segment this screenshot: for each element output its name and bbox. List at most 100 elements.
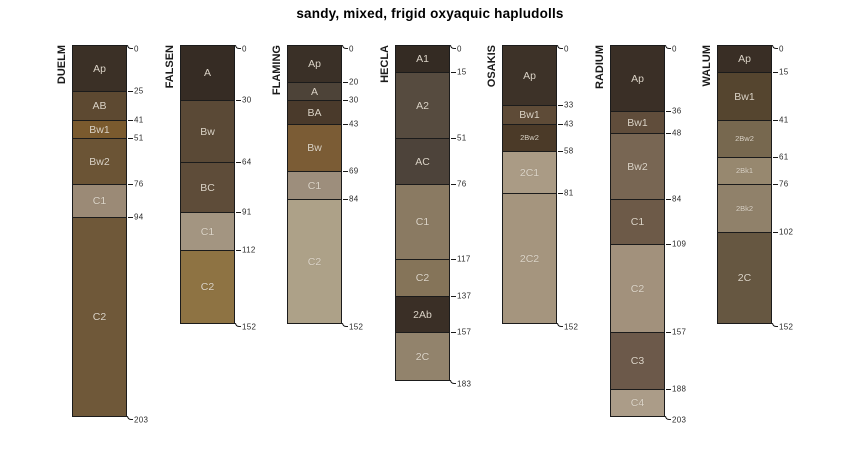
- horizon-label: C1: [307, 179, 322, 192]
- horizon-label: 2Bw2: [520, 133, 539, 142]
- depth-tick-label: 117: [457, 254, 471, 264]
- horizon-label: 2Bw2: [735, 134, 754, 143]
- horizon-label: Bw1: [89, 123, 110, 136]
- depth-tick-label: 84: [349, 194, 359, 204]
- horizon-label: AB: [92, 100, 107, 112]
- depth-tick-label: 152: [242, 322, 257, 332]
- horizon-label: 2C2: [519, 252, 540, 265]
- depth-tick-label: 112: [242, 245, 256, 255]
- depth-tick-label: 48: [672, 128, 682, 138]
- depth-tick: [235, 323, 241, 327]
- depth-tick-label: 102: [779, 227, 794, 237]
- horizon-rect-c2: C2: [72, 217, 127, 417]
- depth-tick-label: 58: [564, 146, 574, 156]
- horizon-rect-c2: C2: [287, 199, 342, 324]
- horizon-label: C2: [92, 311, 107, 323]
- depth-tick: [666, 133, 671, 134]
- depth-tick-label: 61: [779, 152, 789, 162]
- depth-tick: [343, 171, 348, 172]
- depth-tick: [127, 45, 133, 49]
- depth-tick-label: 137: [457, 291, 472, 301]
- depth-tick: [557, 45, 563, 49]
- depth-tick-label: 30: [242, 95, 252, 105]
- depth-tick: [343, 124, 348, 125]
- horizon-rect-c1: C1: [287, 171, 342, 200]
- depth-tick-label: 188: [672, 384, 687, 394]
- horizon-label: Ap: [93, 62, 106, 75]
- depth-tick-label: 203: [134, 415, 149, 425]
- depth-tick: [450, 380, 456, 384]
- depth-tick: [558, 193, 563, 194]
- horizon-rect-2bw2: 2Bw2: [717, 120, 772, 158]
- depth-tick-label: 152: [564, 322, 579, 332]
- depth-tick: [236, 250, 241, 251]
- depth-tick: [451, 296, 456, 297]
- horizon-label: 2Ab: [413, 308, 432, 321]
- depth-tick: [236, 100, 241, 101]
- depth-tick: [772, 45, 778, 49]
- depth-tick: [666, 244, 671, 245]
- horizon-rect-2ab: 2Ab: [395, 296, 450, 333]
- horizon-rect-ab: AB: [72, 91, 127, 121]
- horizon-rect-ac: AC: [395, 138, 450, 185]
- depth-tick: [128, 138, 133, 139]
- chart-title: sandy, mixed, frigid oxyaquic hapludolls: [296, 6, 564, 21]
- depth-tick-label: 76: [457, 179, 467, 189]
- horizon-label: C1: [200, 225, 215, 238]
- depth-tick: [666, 199, 671, 200]
- depth-tick-label: 30: [349, 95, 359, 105]
- depth-tick: [342, 323, 348, 327]
- depth-tick: [342, 45, 348, 49]
- horizon-label: Bw1: [734, 90, 755, 103]
- horizon-rect-ap: Ap: [287, 45, 342, 83]
- depth-tick-label: 91: [242, 207, 252, 217]
- depth-tick: [666, 389, 671, 390]
- profile-name-label: OSAKIS: [486, 45, 498, 88]
- depth-tick-label: 203: [672, 415, 687, 425]
- horizon-label: 2C: [737, 272, 752, 284]
- depth-tick-label: 183: [457, 379, 472, 389]
- horizon-rect-ap: Ap: [717, 45, 772, 73]
- horizon-label: A: [310, 85, 318, 98]
- horizon-rect-ap: Ap: [72, 45, 127, 92]
- profile-name-label: DUELM: [56, 45, 68, 85]
- horizon-label: Ap: [738, 53, 751, 65]
- depth-tick: [665, 416, 671, 420]
- depth-tick-label: 152: [349, 322, 364, 332]
- depth-tick: [128, 120, 133, 121]
- depth-tick-label: 76: [779, 179, 789, 189]
- depth-tick: [773, 232, 778, 233]
- horizon-label: Bw1: [519, 109, 540, 121]
- horizon-label: A2: [416, 99, 429, 112]
- horizon-rect-ba: BA: [287, 100, 342, 125]
- horizon-rect-2bw2: 2Bw2: [502, 124, 557, 152]
- horizon-label: BC: [200, 181, 215, 194]
- depth-tick-label: 157: [672, 327, 687, 337]
- depth-tick-label: 109: [672, 239, 687, 249]
- horizon-label: C2: [630, 282, 645, 295]
- horizon-label: Bw2: [627, 160, 648, 173]
- horizon-rect-2bk2: 2Bk2: [717, 184, 772, 233]
- depth-tick: [128, 91, 133, 92]
- horizon-rect-bw2: Bw2: [72, 138, 127, 185]
- horizon-label: C2: [307, 255, 322, 268]
- horizon-label: A1: [416, 53, 429, 65]
- depth-tick: [343, 199, 348, 200]
- horizon-label: C3: [630, 355, 645, 367]
- depth-tick-label: 41: [134, 115, 144, 125]
- horizon-label: C2: [200, 281, 215, 293]
- profile-name-label: FLAMING: [271, 45, 283, 96]
- profile-name-label: FALSEN: [164, 45, 176, 89]
- horizon-rect-c2: C2: [395, 259, 450, 297]
- depth-tick-label: 152: [779, 322, 794, 332]
- horizon-rect-c1: C1: [395, 184, 450, 260]
- horizon-label: C4: [630, 397, 645, 409]
- horizon-rect-bw: Bw: [287, 124, 342, 172]
- depth-tick: [236, 162, 241, 163]
- depth-tick: [773, 120, 778, 121]
- horizon-label: Ap: [308, 58, 321, 70]
- depth-tick: [450, 45, 456, 49]
- depth-tick: [558, 105, 563, 106]
- horizon-rect-ap: Ap: [610, 45, 665, 112]
